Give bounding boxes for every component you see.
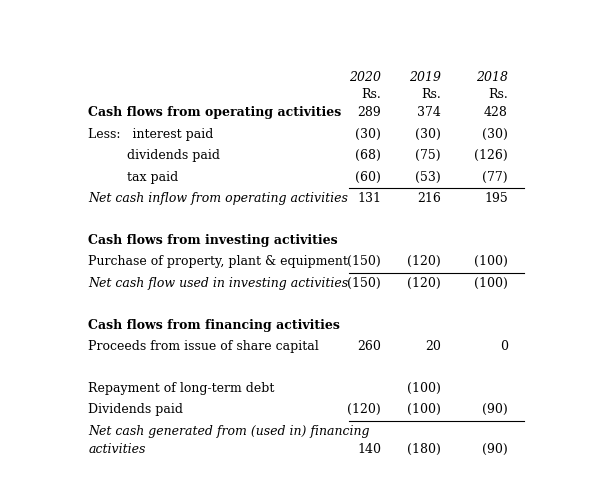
Text: (30): (30) [482, 128, 508, 141]
Text: Rs.: Rs. [361, 88, 381, 101]
Text: 2019: 2019 [409, 71, 441, 84]
Text: (75): (75) [415, 149, 441, 162]
Text: (126): (126) [474, 149, 508, 162]
Text: Cash flows from operating activities: Cash flows from operating activities [88, 107, 342, 120]
Text: Proceeds from issue of share capital: Proceeds from issue of share capital [88, 340, 319, 353]
Text: tax paid: tax paid [127, 171, 178, 184]
Text: (60): (60) [355, 171, 381, 184]
Text: (53): (53) [415, 171, 441, 184]
Text: 0: 0 [500, 340, 508, 353]
Text: Less:   interest paid: Less: interest paid [88, 128, 214, 141]
Text: (100): (100) [474, 277, 508, 290]
Text: Net cash flow used in investing activities: Net cash flow used in investing activiti… [88, 277, 348, 290]
Text: Cash flows from investing activities: Cash flows from investing activities [88, 234, 338, 247]
Text: (100): (100) [474, 255, 508, 268]
Text: (180): (180) [407, 443, 441, 456]
Text: dividends paid: dividends paid [127, 149, 220, 162]
Text: Net cash generated from (used in) financing: Net cash generated from (used in) financ… [88, 425, 369, 438]
Text: (68): (68) [355, 149, 381, 162]
Text: Rs.: Rs. [421, 88, 441, 101]
Text: (100): (100) [407, 403, 441, 416]
Text: 131: 131 [357, 192, 381, 205]
Text: 289: 289 [357, 107, 381, 120]
Text: (120): (120) [407, 255, 441, 268]
Text: 216: 216 [417, 192, 441, 205]
Text: activities: activities [88, 443, 146, 456]
Text: (150): (150) [347, 277, 381, 290]
Text: (90): (90) [482, 443, 508, 456]
Text: (150): (150) [347, 255, 381, 268]
Text: 20: 20 [425, 340, 441, 353]
Text: 260: 260 [357, 340, 381, 353]
Text: (77): (77) [482, 171, 508, 184]
Text: (30): (30) [415, 128, 441, 141]
Text: Rs.: Rs. [488, 88, 508, 101]
Text: 2018: 2018 [476, 71, 508, 84]
Text: (100): (100) [407, 382, 441, 395]
Text: (120): (120) [347, 403, 381, 416]
Text: 374: 374 [417, 107, 441, 120]
Text: Dividends paid: Dividends paid [88, 403, 183, 416]
Text: 195: 195 [484, 192, 508, 205]
Text: Net cash inflow from operating activities: Net cash inflow from operating activitie… [88, 192, 348, 205]
Text: 2020: 2020 [349, 71, 381, 84]
Text: 428: 428 [484, 107, 508, 120]
Text: (120): (120) [407, 277, 441, 290]
Text: Repayment of long-term debt: Repayment of long-term debt [88, 382, 274, 395]
Text: (90): (90) [482, 403, 508, 416]
Text: Purchase of property, plant & equipment: Purchase of property, plant & equipment [88, 255, 348, 268]
Text: (30): (30) [355, 128, 381, 141]
Text: Cash flows from financing activities: Cash flows from financing activities [88, 319, 340, 332]
Text: 140: 140 [357, 443, 381, 456]
